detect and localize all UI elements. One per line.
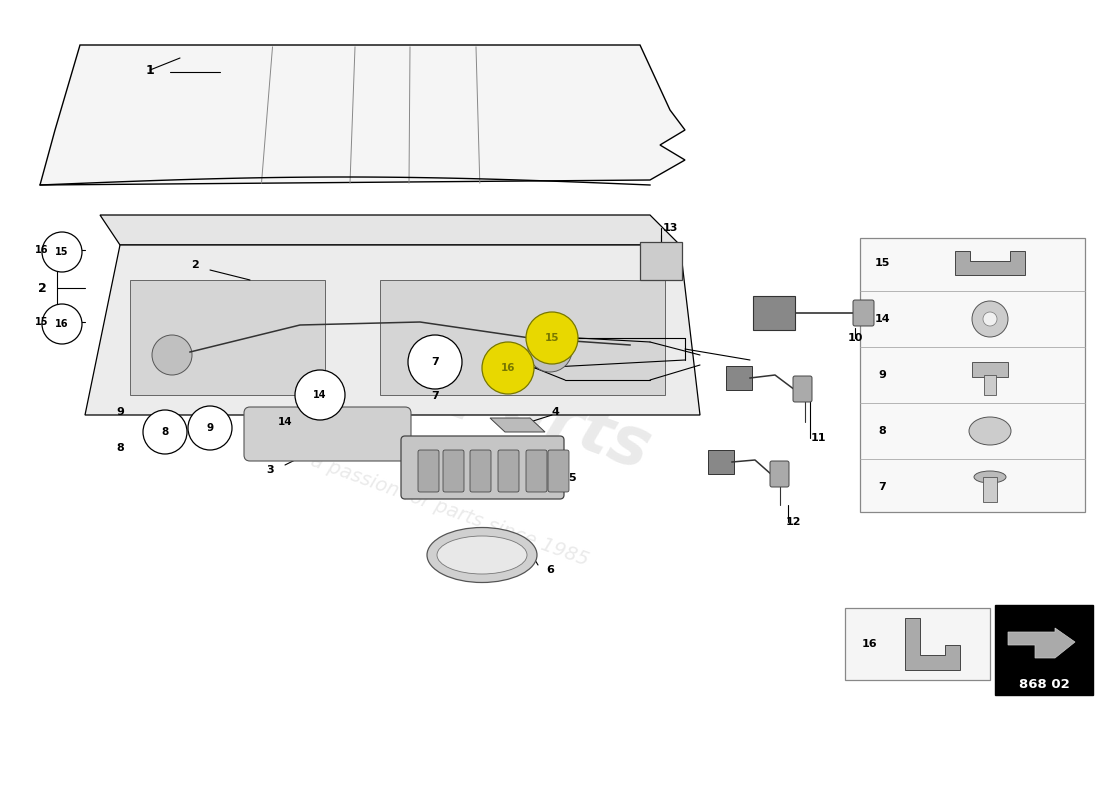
FancyBboxPatch shape xyxy=(983,477,997,502)
Circle shape xyxy=(143,410,187,454)
Text: 7: 7 xyxy=(878,482,886,492)
FancyBboxPatch shape xyxy=(548,450,569,492)
FancyBboxPatch shape xyxy=(996,605,1093,695)
Polygon shape xyxy=(905,618,960,670)
Ellipse shape xyxy=(427,527,537,582)
Polygon shape xyxy=(1008,628,1075,658)
Text: 12: 12 xyxy=(785,517,801,527)
FancyBboxPatch shape xyxy=(770,461,789,487)
Text: 868 02: 868 02 xyxy=(1019,678,1069,691)
Text: 16: 16 xyxy=(55,319,68,329)
Text: 6: 6 xyxy=(546,565,554,575)
Text: eurocarparts: eurocarparts xyxy=(180,256,660,484)
Text: 15: 15 xyxy=(874,258,890,268)
FancyBboxPatch shape xyxy=(640,242,682,280)
Text: 9: 9 xyxy=(117,407,124,417)
Text: 10: 10 xyxy=(847,333,862,343)
Text: 15: 15 xyxy=(544,333,559,343)
FancyBboxPatch shape xyxy=(418,450,439,492)
Text: 7: 7 xyxy=(431,391,439,401)
FancyBboxPatch shape xyxy=(379,280,666,395)
FancyBboxPatch shape xyxy=(244,407,411,461)
Text: 8: 8 xyxy=(162,427,168,437)
FancyBboxPatch shape xyxy=(708,450,734,474)
Ellipse shape xyxy=(437,536,527,574)
Text: 2: 2 xyxy=(37,282,46,294)
Text: 1: 1 xyxy=(145,63,154,77)
Circle shape xyxy=(972,301,1008,337)
Text: 2: 2 xyxy=(191,260,199,270)
Polygon shape xyxy=(100,215,680,245)
Circle shape xyxy=(295,370,345,420)
FancyBboxPatch shape xyxy=(726,366,752,390)
Circle shape xyxy=(152,335,192,375)
FancyBboxPatch shape xyxy=(852,300,874,326)
Circle shape xyxy=(526,312,578,364)
FancyBboxPatch shape xyxy=(754,296,795,330)
FancyBboxPatch shape xyxy=(443,450,464,492)
FancyBboxPatch shape xyxy=(984,375,996,395)
Text: 16: 16 xyxy=(35,245,48,255)
FancyBboxPatch shape xyxy=(793,376,812,402)
FancyBboxPatch shape xyxy=(972,362,1008,377)
Text: 15: 15 xyxy=(35,317,48,327)
Ellipse shape xyxy=(969,417,1011,445)
Text: 9: 9 xyxy=(207,423,213,433)
Text: 16: 16 xyxy=(500,363,515,373)
Text: a passion for parts since 1985: a passion for parts since 1985 xyxy=(308,450,592,570)
Text: 13: 13 xyxy=(662,223,678,233)
FancyBboxPatch shape xyxy=(402,436,564,499)
Circle shape xyxy=(42,232,82,272)
FancyBboxPatch shape xyxy=(498,450,519,492)
Text: 8: 8 xyxy=(878,426,886,436)
Text: 14: 14 xyxy=(277,417,293,427)
Text: 7: 7 xyxy=(431,357,439,367)
Circle shape xyxy=(482,342,534,394)
Text: 14: 14 xyxy=(314,390,327,400)
Text: 16: 16 xyxy=(862,639,878,649)
Polygon shape xyxy=(955,251,1025,275)
Text: 15: 15 xyxy=(55,247,68,257)
Text: 3: 3 xyxy=(266,465,274,475)
Text: 8: 8 xyxy=(117,443,124,453)
Polygon shape xyxy=(490,418,544,432)
FancyBboxPatch shape xyxy=(860,238,1085,512)
FancyBboxPatch shape xyxy=(845,608,990,680)
Circle shape xyxy=(983,312,997,326)
Polygon shape xyxy=(40,45,685,185)
Text: 4: 4 xyxy=(551,407,559,417)
Text: 14: 14 xyxy=(874,314,890,324)
Circle shape xyxy=(42,304,82,344)
Polygon shape xyxy=(85,245,700,415)
Circle shape xyxy=(188,406,232,450)
FancyBboxPatch shape xyxy=(526,450,547,492)
FancyBboxPatch shape xyxy=(130,280,324,395)
Text: 9: 9 xyxy=(878,370,886,380)
Circle shape xyxy=(528,328,572,372)
Circle shape xyxy=(408,335,462,389)
Text: 5: 5 xyxy=(569,473,575,483)
Text: 11: 11 xyxy=(811,433,826,443)
Ellipse shape xyxy=(974,471,1006,483)
FancyBboxPatch shape xyxy=(470,450,491,492)
